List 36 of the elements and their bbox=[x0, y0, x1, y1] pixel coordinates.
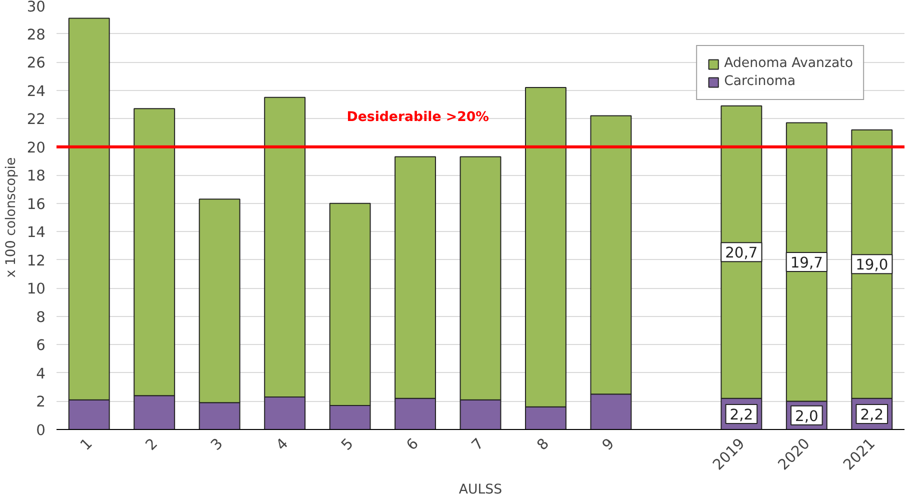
y-tick-label: 22 bbox=[26, 111, 46, 128]
y-tick-label: 24 bbox=[26, 82, 46, 100]
y-tick-label: 0 bbox=[36, 422, 46, 439]
x-tick-label: 9 bbox=[599, 435, 618, 454]
y-tick-label: 12 bbox=[26, 252, 46, 270]
y-tick-label: 20 bbox=[26, 139, 46, 156]
data-label: 2,2 bbox=[860, 406, 884, 424]
y-tick-label: 10 bbox=[26, 280, 46, 298]
y-tick-label: 4 bbox=[36, 365, 46, 382]
legend-label: Adenoma Avanzato bbox=[724, 56, 853, 71]
x-tick-label: 7 bbox=[468, 435, 488, 454]
y-tick-label: 14 bbox=[26, 224, 46, 242]
x-tick-label: 1 bbox=[77, 435, 96, 454]
legend-label: Carcinoma bbox=[724, 74, 796, 89]
x-tick-label: 2 bbox=[142, 435, 162, 454]
y-tick-label: 6 bbox=[36, 337, 46, 354]
y-tick-label: 26 bbox=[26, 54, 46, 72]
data-label: 2,2 bbox=[730, 406, 754, 424]
x-tick-label: 6 bbox=[403, 435, 422, 454]
data-label: 20,7 bbox=[725, 244, 758, 262]
x-tick-label: 8 bbox=[534, 435, 552, 454]
data-label: 2,0 bbox=[795, 408, 818, 425]
y-tick-label: 30 bbox=[26, 0, 46, 16]
data-label: 19,0 bbox=[856, 256, 888, 274]
y-tick-label: 2 bbox=[36, 394, 46, 411]
y-tick-label: 16 bbox=[26, 196, 46, 213]
ref-line-label: Desiderabile >20% bbox=[346, 110, 489, 125]
y-tick-label: 8 bbox=[36, 308, 46, 326]
y-tick-label: 18 bbox=[26, 168, 46, 185]
data-label: 19,7 bbox=[790, 254, 823, 272]
x-tick-label: 5 bbox=[338, 435, 357, 454]
x-tick-label: 4 bbox=[272, 435, 292, 454]
y-tick-label: 28 bbox=[26, 26, 46, 44]
x-axis-title: AULSS bbox=[458, 482, 502, 498]
y-axis-title: x 100 colonscopie bbox=[4, 157, 19, 278]
x-tick-label: 3 bbox=[208, 435, 226, 454]
